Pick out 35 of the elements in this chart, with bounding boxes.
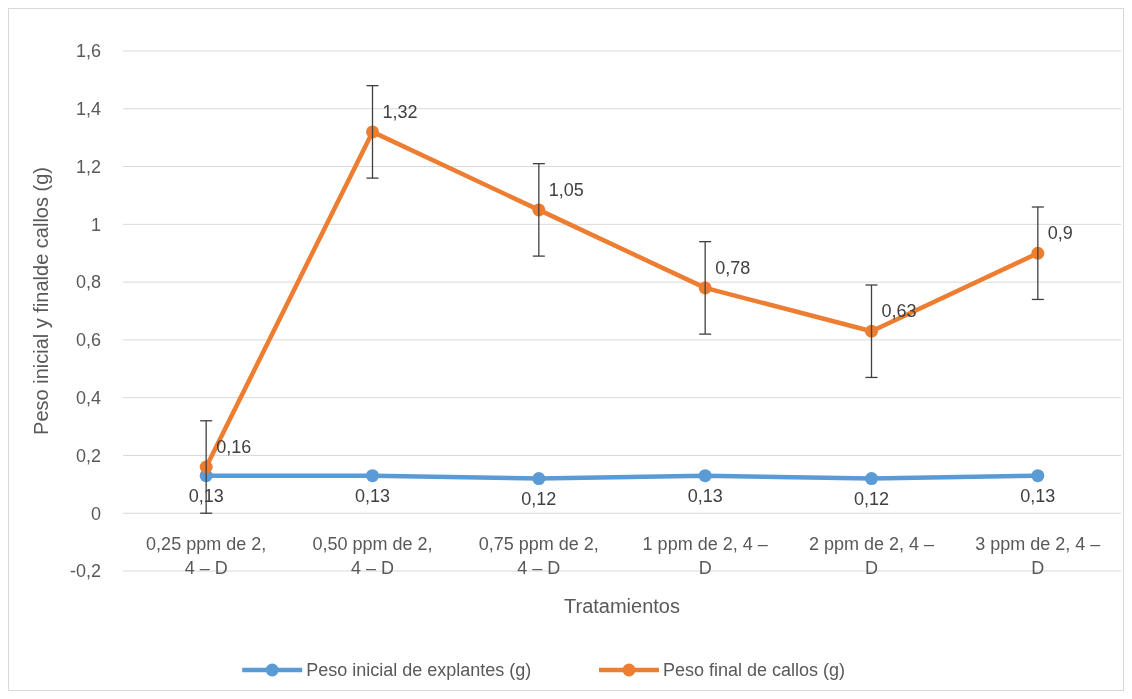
y-tick-label: 0,4 [75,387,101,408]
x-tick-label: 1 ppm de 2, 4 – D [642,534,768,579]
data-label: 0,16 [216,437,252,457]
data-label: 0,9 [1047,223,1073,244]
x-tick-label: 0,25 ppm de 2, 4 – D [146,534,267,579]
data-label: 1,32 [382,101,418,122]
point [532,472,546,486]
x-tick-label: 0,50 ppm de 2, 4 – D [312,534,433,579]
y-tick-label: 0,8 [75,272,101,293]
data-label: 0,13 [354,485,391,506]
x-tick-label: 2 ppm de 2, 4 – D [808,534,935,579]
legend-label: Peso final de callos (g) [663,660,846,681]
y-tick-label: 0,6 [75,330,101,351]
y-tick-label: 1,4 [75,99,101,120]
point [366,469,379,483]
data-label: 0,78 [715,257,751,278]
x-tick-label: 0,75 ppm de 2, 4 – D [478,534,599,579]
y-tick-label: 1,6 [75,41,101,62]
point [1031,469,1045,483]
y-tick-label: -0,2 [69,561,101,582]
data-label: 0,13 [687,485,723,506]
point [865,472,878,486]
data-label: 0,13 [1020,485,1056,506]
legend-label: Peso inicial de explantes (g) [306,660,532,681]
x-tick-label: 3 ppm de 2, 4 – D [975,534,1101,579]
data-label: 0,12 [853,488,890,509]
point [698,469,712,483]
data-label: 0,12 [521,488,557,509]
y-tick-label: 0,2 [75,445,101,466]
y-axis-title: Peso inicial y finalde callos (g) [30,167,52,435]
y-tick-label: 0 [90,503,101,524]
y-tick-label: 1,2 [75,156,101,177]
data-label: 1,05 [548,179,584,200]
x-axis-title: Tratamientos [564,595,680,617]
y-tick-label: 1 [90,214,101,235]
